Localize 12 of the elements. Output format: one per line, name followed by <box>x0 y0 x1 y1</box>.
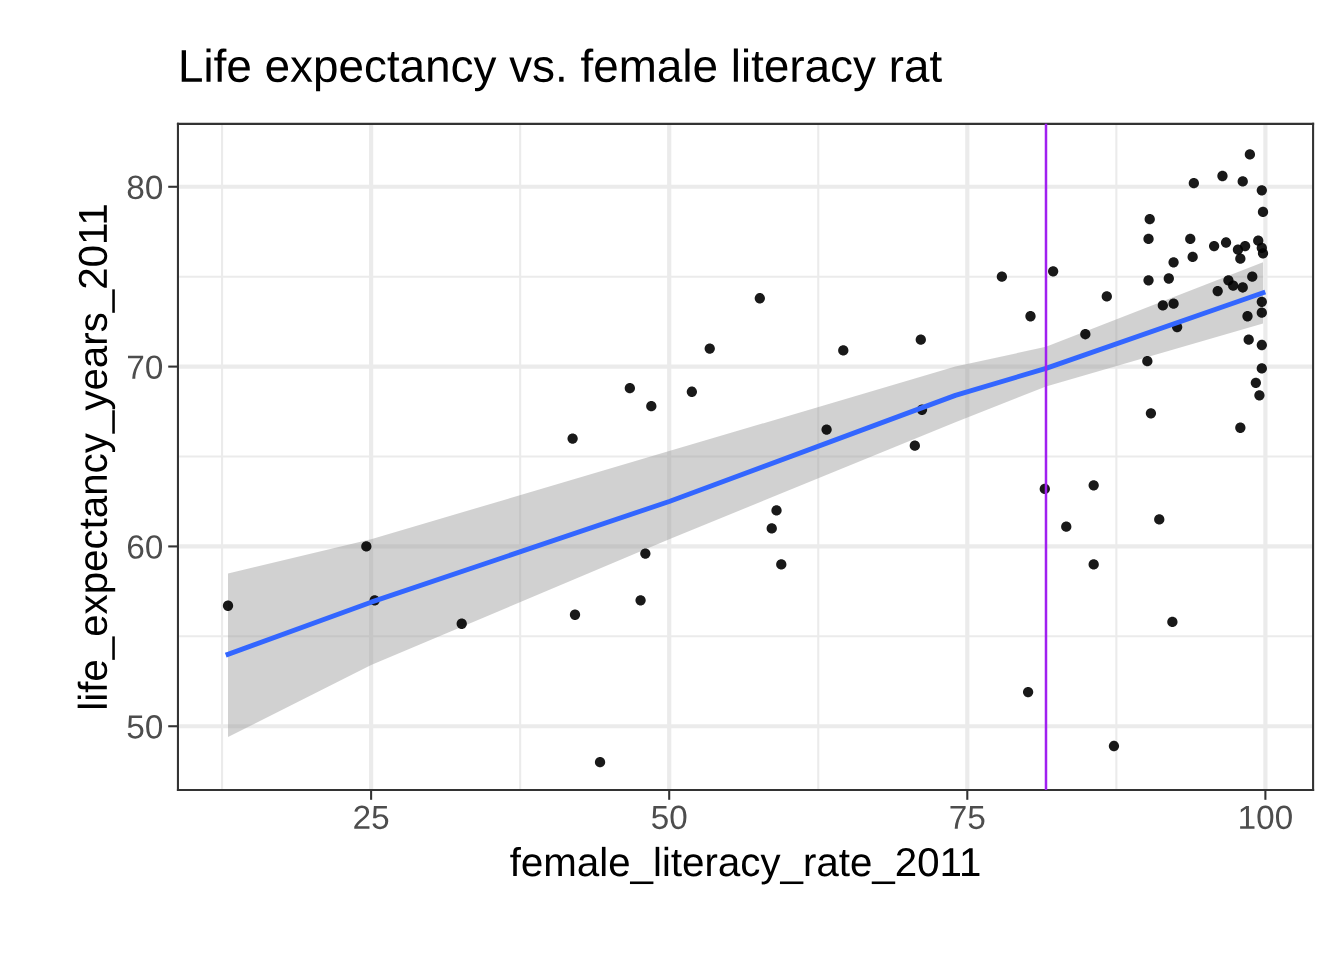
line-series <box>225 290 1266 657</box>
x-tick-label: 50 <box>652 805 687 830</box>
y-tick-label: 60 <box>127 535 163 559</box>
x-tick-label: 100 <box>1240 805 1292 830</box>
x-axis-title: female_literacy_rate_2011 <box>510 846 980 885</box>
x-tick-label: 75 <box>950 805 985 830</box>
y-tick-label: 50 <box>127 715 163 739</box>
chart-title: Life expectancy vs. female literacy rat <box>181 48 942 92</box>
x-tick-label: 25 <box>354 805 389 830</box>
y-axis-title: life_expectancy_years_2011 <box>77 205 116 709</box>
y-tick-label: 80 <box>127 175 163 200</box>
y-tick-label: 70 <box>128 355 163 380</box>
